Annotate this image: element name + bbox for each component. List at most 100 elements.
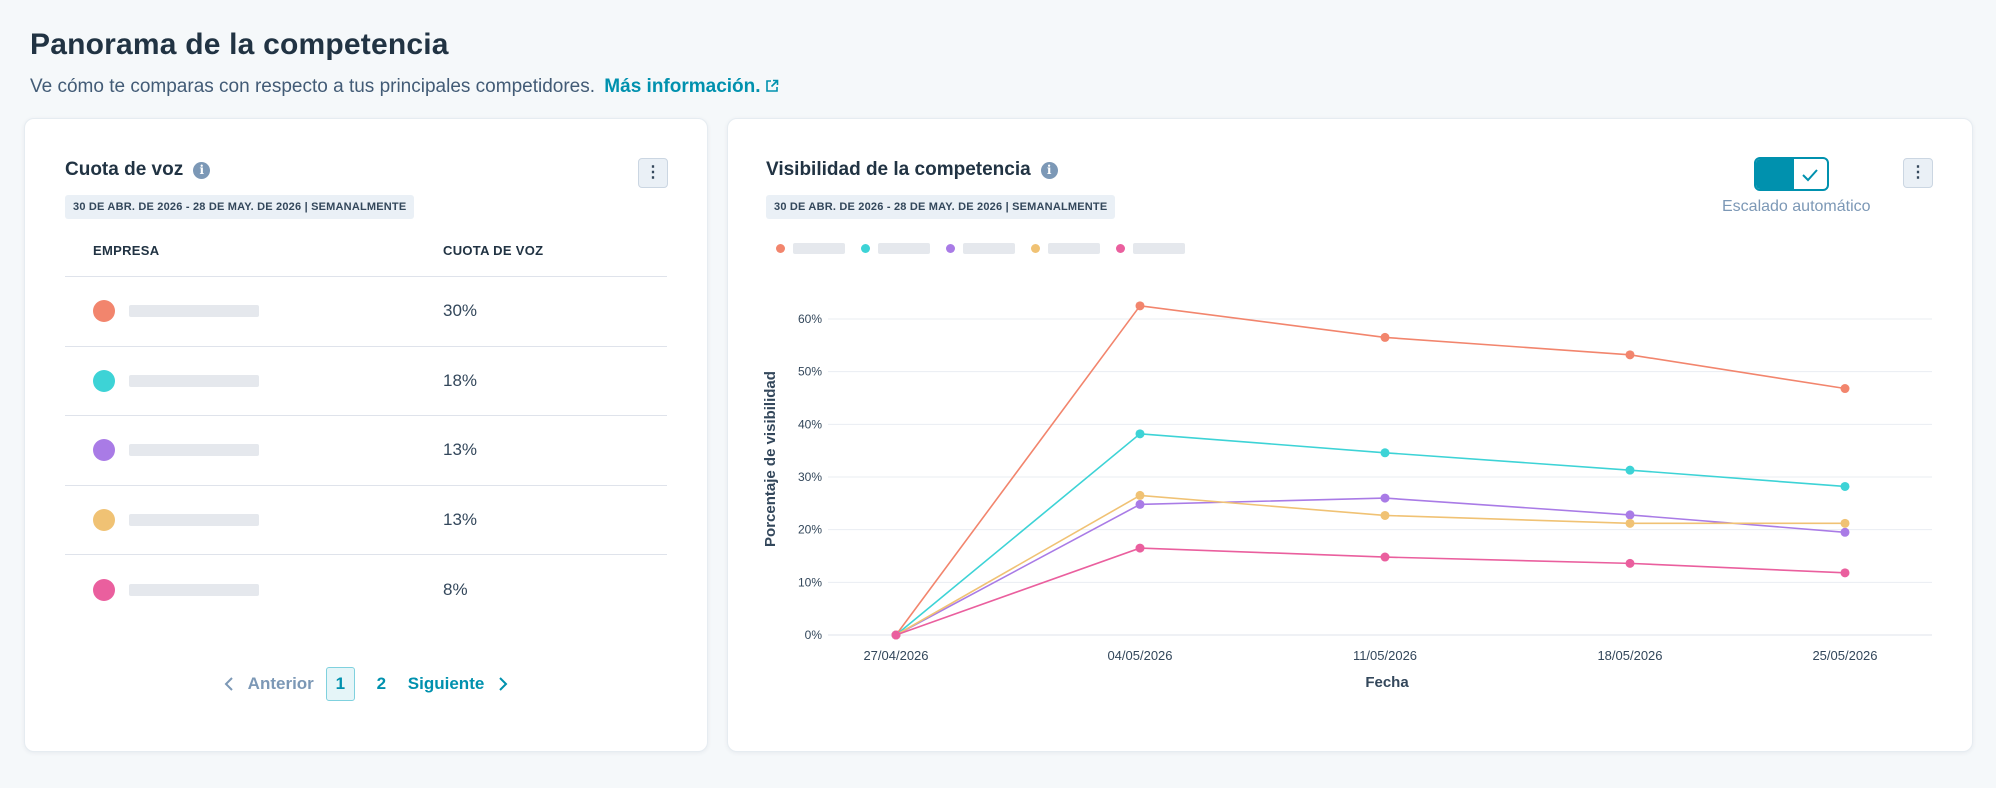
autoscale-toggle[interactable] [1754, 157, 1829, 191]
date-range-badge: 30 DE ABR. DE 2026 - 28 DE MAY. DE 2026 … [65, 195, 415, 219]
page-header: Panorama de la competencia Ve cómo te co… [30, 28, 779, 98]
chevron-left-icon [224, 677, 233, 691]
more-info-label: Más información. [604, 76, 761, 97]
kebab-icon: ⋮ [645, 164, 661, 181]
share-of-voice-card: Cuota de voz i 30 DE ABR. DE 2026 - 28 D… [24, 118, 708, 752]
data-point [1625, 518, 1635, 528]
x-tick-label: 25/05/2026 [1812, 648, 1877, 663]
x-axis-title: Fecha [1365, 674, 1409, 691]
data-point [1135, 499, 1145, 509]
company-cell [65, 439, 443, 462]
page-2-button[interactable]: 2 [376, 674, 387, 693]
company-name-placeholder [129, 374, 259, 387]
table-row: 18% [65, 347, 667, 416]
data-point [1840, 384, 1850, 394]
data-point [891, 630, 901, 640]
table-row: 13% [65, 416, 667, 486]
share-value: 13% [443, 509, 478, 529]
page-1-button[interactable]: 1 [325, 667, 355, 701]
company-cell [65, 369, 443, 392]
company-cell [65, 578, 443, 601]
legend-dot [1031, 244, 1040, 253]
data-point [1380, 448, 1390, 458]
data-point [1625, 558, 1635, 568]
legend-dot [1116, 244, 1125, 253]
data-point [1135, 543, 1145, 553]
legend-label-placeholder [1133, 243, 1185, 254]
company-color-dot [93, 508, 115, 531]
y-tick-label: 10% [798, 575, 822, 589]
y-tick-label: 20% [798, 523, 822, 537]
table-row: 13% [65, 486, 667, 555]
y-tick-label: 40% [798, 417, 822, 431]
table-row: 8% [65, 555, 667, 625]
data-point [1840, 527, 1850, 537]
legend-label-placeholder [963, 243, 1015, 254]
chevron-right-icon [499, 677, 508, 691]
data-point [1625, 510, 1635, 520]
data-point [1135, 301, 1145, 311]
legend-item[interactable] [1116, 243, 1185, 254]
page-title: Panorama de la competencia [30, 28, 449, 61]
next-page-button[interactable]: Siguiente [408, 674, 509, 694]
legend-item[interactable] [946, 243, 1015, 254]
x-tick-label: 27/04/2026 [863, 648, 928, 663]
subtitle-text: Ve cómo te comparas con respecto a tus p… [30, 76, 596, 97]
data-point [1840, 568, 1850, 578]
y-tick-label: 50% [798, 365, 822, 379]
y-axis-title: Porcentaje de visibilidad [762, 371, 779, 547]
visibility-title-text: Visibilidad de la competencia [766, 159, 1031, 180]
table-header: EMPRESA CUOTA DE VOZ [65, 225, 667, 277]
visibility-card: Visibilidad de la competencia i 30 DE AB… [727, 118, 1973, 752]
series-line [895, 494, 1845, 636]
column-header-share[interactable]: CUOTA DE VOZ [443, 243, 544, 258]
share-value: 13% [443, 440, 478, 460]
legend-label-placeholder [878, 243, 930, 254]
column-header-company[interactable]: EMPRESA [93, 243, 160, 258]
info-icon[interactable]: i [1040, 161, 1058, 179]
more-options-button[interactable]: ⋮ [1903, 158, 1933, 188]
more-info-link[interactable]: Más información. [604, 76, 778, 97]
legend-item[interactable] [1031, 243, 1100, 254]
legend-item[interactable] [776, 243, 845, 254]
data-point [1625, 350, 1635, 360]
data-point [1380, 493, 1390, 503]
legend-dot [776, 244, 785, 253]
data-point [1135, 429, 1145, 439]
chart-legend [776, 243, 1185, 254]
x-tick-label: 04/05/2026 [1107, 648, 1172, 663]
company-name-placeholder [129, 583, 259, 596]
x-tick-label: 18/05/2026 [1597, 648, 1662, 663]
share-value: 30% [443, 301, 478, 321]
legend-item[interactable] [861, 243, 930, 254]
x-tick-label: 11/05/2026 [1353, 648, 1417, 663]
series-line [895, 432, 1846, 636]
more-options-button[interactable]: ⋮ [638, 158, 668, 188]
y-tick-label: 30% [798, 470, 822, 484]
series-line [895, 304, 1846, 636]
company-color-dot [93, 369, 115, 392]
data-point [1840, 518, 1850, 528]
next-label: Siguiente [407, 674, 485, 693]
page-subtitle: Ve cómo te comparas con respecto a tus p… [30, 76, 779, 98]
company-name-placeholder [129, 513, 259, 526]
series-line [895, 547, 1846, 636]
external-link-icon [765, 79, 778, 92]
company-cell [65, 300, 443, 323]
previous-page-button[interactable]: Anterior [224, 674, 314, 694]
company-name-placeholder [129, 444, 259, 457]
data-point [1380, 332, 1390, 342]
data-point [1840, 481, 1850, 491]
share-of-voice-title-text: Cuota de voz [65, 159, 184, 180]
table-row: 30% [65, 277, 667, 347]
share-of-voice-title: Cuota de voz i [65, 159, 211, 181]
company-cell [65, 508, 443, 531]
toggle-fill [1756, 159, 1794, 189]
legend-label-placeholder [793, 243, 845, 254]
company-name-placeholder [129, 305, 259, 318]
share-of-voice-table: EMPRESA CUOTA DE VOZ 30% 18% 13% 13% 8% [65, 225, 667, 625]
data-point [1380, 510, 1390, 520]
info-icon[interactable]: i [193, 161, 211, 179]
data-point [1625, 465, 1635, 475]
company-color-dot [93, 300, 115, 323]
